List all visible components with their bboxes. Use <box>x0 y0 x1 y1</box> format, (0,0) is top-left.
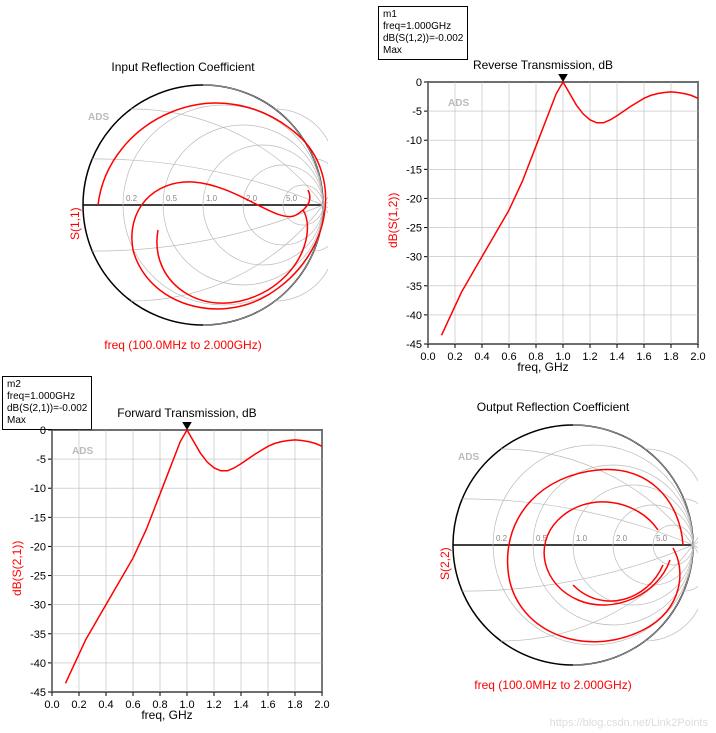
marker-line: freq=1.000GHz <box>7 391 87 403</box>
svg-text:-30: -30 <box>406 252 422 264</box>
y-axis-label: dB(S(2,1)) <box>10 541 24 596</box>
svg-text:-25: -25 <box>406 223 422 235</box>
svg-text:-20: -20 <box>406 193 422 205</box>
marker-line: freq=1.000GHz <box>383 21 463 33</box>
svg-text:-25: -25 <box>30 571 46 583</box>
x-axis-label: freq (100.0MHz to 2.000GHz) <box>398 678 708 692</box>
svg-text:-15: -15 <box>30 512 46 524</box>
footer-watermark: https://blog.csdn.net/Link2Points <box>550 717 708 729</box>
y-axis-label: dB(S(1,2)) <box>386 193 400 248</box>
svg-text:-35: -35 <box>406 281 422 293</box>
chart-title: Output Reflection Coefficient <box>398 400 708 414</box>
svg-text:0.5: 0.5 <box>166 194 178 203</box>
panel-s12-rect: Reverse Transmission, dB ADS -45-40-35-3… <box>378 58 708 378</box>
svg-text:5.0: 5.0 <box>656 534 668 543</box>
marker-line: dB(S(1,2))=-0.002 <box>383 33 463 45</box>
chart-title: Input Reflection Coefficient <box>28 60 338 74</box>
svg-text:-45: -45 <box>30 687 46 699</box>
svg-text:-5: -5 <box>412 106 422 118</box>
y-axis-label: S(2,2) <box>438 547 452 580</box>
svg-text:0: 0 <box>40 425 46 437</box>
x-axis-label: freq, GHz <box>32 708 302 722</box>
svg-text:-10: -10 <box>30 483 46 495</box>
panel-s22-smith: Output Reflection Coefficient ADS 0.20.5… <box>398 400 708 720</box>
x-axis-label: freq, GHz <box>408 360 678 374</box>
chart-title: Reverse Transmission, dB <box>378 58 708 72</box>
panel-s21-rect: Forward Transmission, dB ADS -45-40-35-3… <box>2 406 332 726</box>
marker-line: m1 <box>383 9 463 21</box>
rect-chart-s12: -45-40-35-30-25-20-15-10-500.00.20.40.60… <box>378 74 708 374</box>
svg-text:-40: -40 <box>406 310 422 322</box>
svg-text:-15: -15 <box>406 164 422 176</box>
smith-chart-s11: 0.20.51.02.05.0 <box>78 80 328 330</box>
smith-chart-s22: 0.20.51.02.05.0 <box>448 420 698 670</box>
svg-text:0.2: 0.2 <box>496 534 508 543</box>
svg-text:0: 0 <box>416 77 422 89</box>
svg-text:2.0: 2.0 <box>690 351 705 363</box>
svg-text:2.0: 2.0 <box>616 534 628 543</box>
svg-text:-45: -45 <box>406 339 422 351</box>
svg-text:-35: -35 <box>30 629 46 641</box>
svg-text:-30: -30 <box>30 600 46 612</box>
rect-chart-s21: -45-40-35-30-25-20-15-10-500.00.20.40.60… <box>2 422 332 722</box>
panel-s11-smith: Input Reflection Coefficient ADS 0.20.51… <box>28 60 338 370</box>
svg-text:-10: -10 <box>406 135 422 147</box>
marker-line: Max <box>383 45 463 57</box>
svg-text:5.0: 5.0 <box>286 194 298 203</box>
x-axis-label: freq (100.0MHz to 2.000GHz) <box>28 338 338 352</box>
marker-line: m2 <box>7 379 87 391</box>
svg-text:0.2: 0.2 <box>126 194 138 203</box>
marker-box-m1: m1 freq=1.000GHz dB(S(1,2))=-0.002 Max <box>378 6 468 60</box>
svg-text:1.0: 1.0 <box>576 534 588 543</box>
chart-title: Forward Transmission, dB <box>52 406 322 420</box>
svg-text:-20: -20 <box>30 541 46 553</box>
svg-text:2.0: 2.0 <box>314 699 329 711</box>
svg-text:1.0: 1.0 <box>206 194 218 203</box>
svg-text:-40: -40 <box>30 658 46 670</box>
y-axis-label: S(1,1) <box>68 207 82 240</box>
svg-text:-5: -5 <box>36 454 46 466</box>
